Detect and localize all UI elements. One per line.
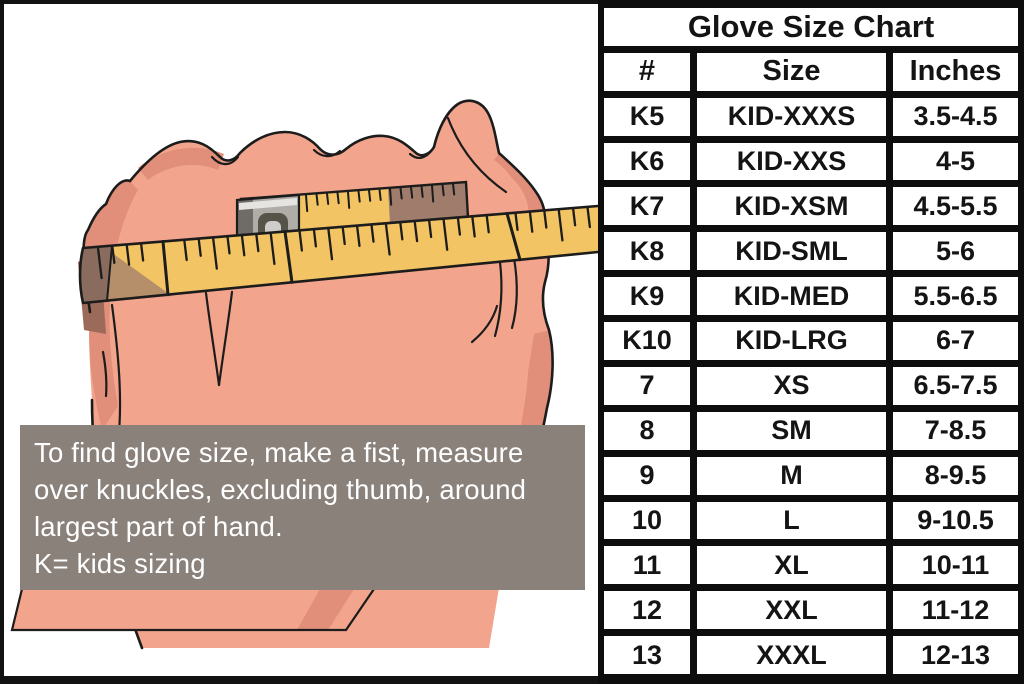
table-cell: K7 — [604, 187, 690, 226]
table-cell: 9-10.5 — [893, 501, 1018, 540]
column-header-size: Size — [697, 52, 886, 91]
table-cell: 5.5-6.5 — [893, 277, 1018, 316]
wrist-graphic — [10, 587, 376, 632]
table-cell: KID-LRG — [697, 322, 886, 360]
column-header-inches: Inches — [893, 52, 1018, 91]
table-cell: 10 — [604, 501, 690, 540]
table-cell: K9 — [604, 277, 690, 316]
measurement-illustration-panel: To find glove size, make a fist, measure… — [4, 4, 598, 676]
note-line: largest part of hand. — [34, 511, 283, 542]
table-cell: 4.5-5.5 — [893, 187, 1018, 226]
table-cell: M — [697, 456, 886, 495]
table-cell: 3.5-4.5 — [893, 97, 1018, 136]
table-cell: XXXL — [697, 636, 886, 674]
note-line: K= kids sizing — [34, 548, 206, 579]
note-line: To find glove size, make a fist, measure — [34, 437, 524, 468]
table-cell: KID-XSM — [697, 187, 886, 226]
table-cell: L — [697, 501, 886, 540]
table-cell: XXL — [697, 591, 886, 630]
table-cell: 9 — [604, 456, 690, 495]
table-cell: 11-12 — [893, 591, 1018, 630]
table-cell: 11 — [604, 546, 690, 585]
table-cell: KID-XXXS — [697, 97, 886, 136]
table-cell: 8-9.5 — [893, 456, 1018, 495]
column-header-number: # — [604, 52, 690, 91]
table-cell: 12 — [604, 591, 690, 630]
sizing-instructions-note: To find glove size, make a fist, measure… — [20, 425, 585, 590]
table-cell: K5 — [604, 97, 690, 136]
measuring-tape-front — [78, 204, 598, 305]
table-cell: KID-SML — [697, 232, 886, 271]
glove-size-table: Glove Size Chart # Size Inches K5 KID-XXX… — [598, 0, 1024, 684]
note-line: over knuckles, excluding thumb, around — [34, 474, 527, 505]
table-cell: SM — [697, 411, 886, 450]
table-cell: 5-6 — [893, 232, 1018, 271]
table-cell: 7 — [604, 366, 690, 405]
table-cell: 13 — [604, 636, 690, 674]
table-cell: 7-8.5 — [893, 411, 1018, 450]
table-cell: KID-MED — [697, 277, 886, 316]
table-cell: 4-5 — [893, 142, 1018, 181]
table-title: Glove Size Chart — [604, 8, 1018, 46]
table-cell: K10 — [604, 322, 690, 360]
table-cell: 10-11 — [893, 546, 1018, 585]
table-cell: XS — [697, 366, 886, 405]
table-cell: K6 — [604, 142, 690, 181]
table-cell: 12-13 — [893, 636, 1018, 674]
table-cell: 6-7 — [893, 322, 1018, 360]
table-cell: KID-XXS — [697, 142, 886, 181]
table-cell: 6.5-7.5 — [893, 366, 1018, 405]
table-cell: 8 — [604, 411, 690, 450]
table-cell: XL — [697, 546, 886, 585]
table-cell: K8 — [604, 232, 690, 271]
